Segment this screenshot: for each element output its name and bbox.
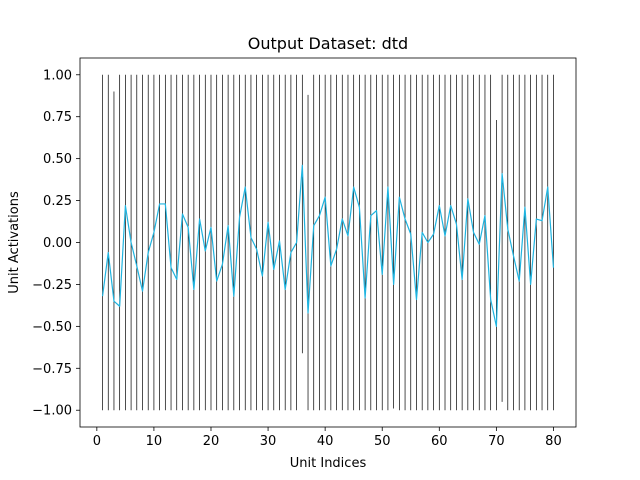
y-tick-label: 1.00 bbox=[43, 68, 72, 83]
x-tick-label: 10 bbox=[146, 434, 163, 449]
y-tick-label: −1.00 bbox=[32, 404, 72, 419]
x-axis-ticks: 0 10 20 30 40 50 60 70 80 bbox=[93, 427, 562, 449]
y-axis-label: Unit Activations bbox=[7, 191, 22, 294]
activation-line bbox=[101, 164, 555, 327]
y-tick-label: −0.25 bbox=[32, 278, 72, 293]
series-layer bbox=[101, 74, 555, 411]
x-tick-label: 70 bbox=[488, 434, 505, 449]
x-tick-label: 40 bbox=[317, 434, 334, 449]
y-tick-label: 0.50 bbox=[43, 152, 72, 167]
x-tick-label: 20 bbox=[203, 434, 220, 449]
y-tick-label: −0.75 bbox=[32, 362, 72, 377]
x-axis-label: Unit Indices bbox=[290, 456, 367, 471]
plot-area bbox=[80, 58, 576, 427]
y-axis-ticks: −1.00 −0.75 −0.50 −0.25 0.00 0.25 0.50 0.75 1.00 bbox=[32, 68, 80, 419]
y-tick-label: 0.25 bbox=[43, 194, 72, 209]
y-tick-label: −0.50 bbox=[32, 320, 72, 335]
chart-title: Output Dataset: dtd bbox=[248, 34, 408, 53]
x-tick-label: 80 bbox=[545, 434, 562, 449]
y-tick-label: 0.00 bbox=[43, 236, 72, 251]
x-tick-label: 60 bbox=[431, 434, 448, 449]
x-tick-label: 50 bbox=[374, 434, 391, 449]
x-tick-label: 30 bbox=[260, 434, 277, 449]
y-tick-label: 0.75 bbox=[43, 110, 72, 125]
x-tick-label: 0 bbox=[93, 434, 101, 449]
